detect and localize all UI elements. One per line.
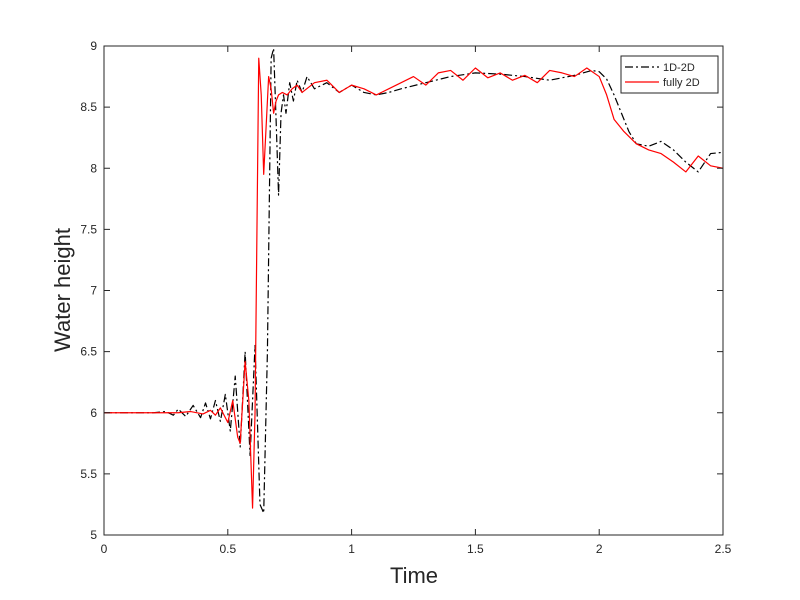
y-tick-label: 8.5 <box>80 100 97 114</box>
x-tick-label: 0 <box>101 542 108 556</box>
legend-box <box>620 55 719 94</box>
y-tick-label: 7.5 <box>80 222 97 236</box>
legend: 1D-2D fully 2D <box>620 55 719 94</box>
x-tick-label: 2 <box>596 542 603 556</box>
y-tick-label: 5.5 <box>80 467 97 481</box>
x-tick-label: 1 <box>348 542 355 556</box>
y-tick-label: 8 <box>90 161 97 175</box>
x-tick-label: 1.5 <box>467 542 484 556</box>
y-tick-label: 9 <box>90 39 97 53</box>
y-tick-label: 6 <box>90 406 97 420</box>
y-axis-title: Water height <box>50 228 75 352</box>
series-line-fully-2d <box>104 57 724 509</box>
legend-label: fully 2D <box>663 77 700 89</box>
y-tick-label: 6.5 <box>80 345 97 359</box>
plot-area <box>104 46 723 535</box>
series-line-1d-2d <box>104 47 724 514</box>
y-tick-label: 5 <box>90 528 97 542</box>
x-tick-label: 2.5 <box>715 542 732 556</box>
x-axis-title: Time <box>390 563 438 588</box>
x-tick-label: 0.5 <box>219 542 236 556</box>
legend-label: 1D-2D <box>663 62 695 74</box>
y-tick-label: 7 <box>90 284 97 298</box>
